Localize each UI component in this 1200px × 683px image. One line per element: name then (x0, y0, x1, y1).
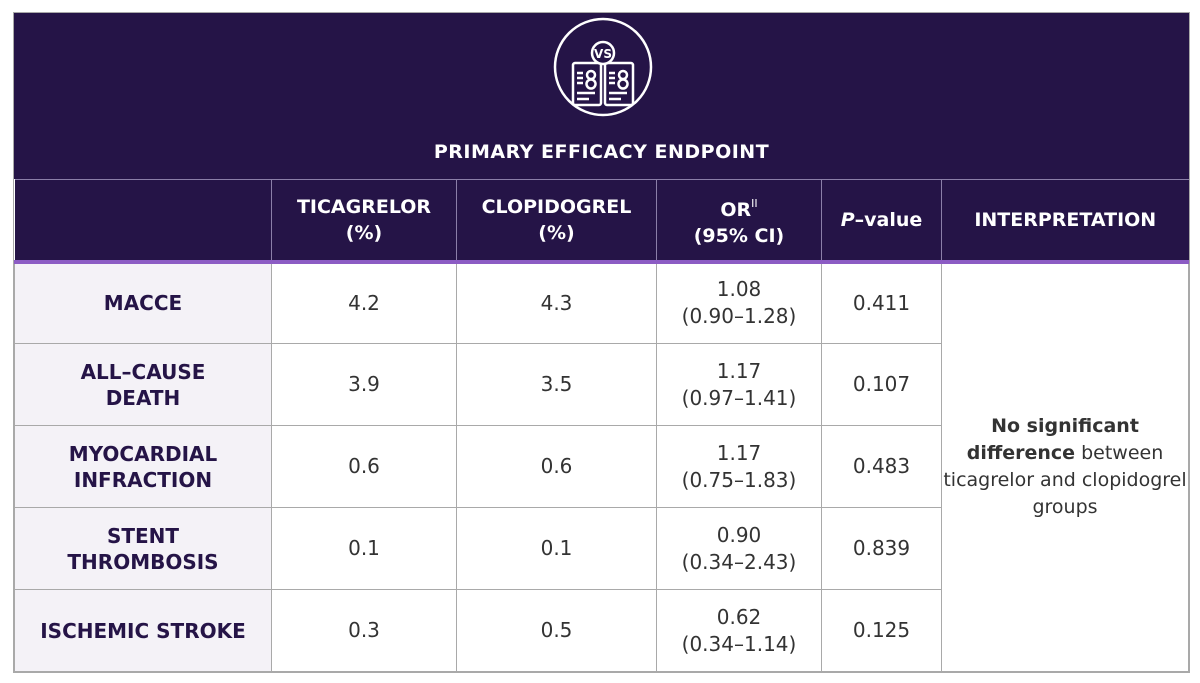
versus-documents-icon: VS (553, 17, 653, 117)
endpoint-label: ISCHEMIC STROKE (14, 589, 272, 672)
efficacy-table: TICAGRELOR (%) CLOPIDOGREL (%) ORII (95% CI… (14, 179, 1189, 672)
clopidogrel-value: 4.3 (456, 261, 657, 344)
table-title: PRIMARY EFFICACY ENDPOINT (433, 141, 770, 163)
clopidogrel-value: 0.5 (456, 589, 657, 672)
ticagrelor-value: 4.2 (271, 261, 457, 344)
header-pvalue: P–value (821, 179, 942, 264)
endpoint-table-card: VS PRIMARY EFFICACY ENDPOINT TICAGRELOR(… (13, 12, 1190, 673)
header-row: TICAGRELOR (%) CLOPIDOGREL (%) ORII (95% CI… (14, 179, 1189, 264)
clopidogrel-value: 3.5 (456, 343, 657, 426)
p-value: 0.483 (821, 425, 942, 508)
endpoint-label: MYOCARDIAL INFRACTION (14, 425, 272, 508)
endpoint-label: MACCE (14, 261, 272, 344)
clopidogrel-value: 0.1 (456, 507, 657, 590)
table-row: MACCE 4.2 4.3 1.08 (0.90–1.28) 0.411 No si… (14, 261, 1189, 672)
p-value: 0.107 (821, 343, 942, 426)
clopidogrel-value: 0.6 (456, 425, 657, 508)
interpretation-cell: No significant difference between ticagr… (941, 261, 1189, 672)
header-or: ORII (95% CI) (656, 179, 822, 264)
odds-ratio: 0.90 (0.34–2.43) (656, 507, 822, 590)
title-banner: VS PRIMARY EFFICACY ENDPOINT (14, 13, 1189, 179)
ticagrelor-value: 0.3 (271, 589, 457, 672)
p-value: 0.411 (821, 261, 942, 344)
p-value: 0.839 (821, 507, 942, 590)
odds-ratio: 1.17 (0.75–1.83) (656, 425, 822, 508)
table-row: STENT THROMBOSIS 0.1 0.1 0.90 (0.34–2.43) … (14, 507, 1189, 590)
ticagrelor-value: 0.6 (271, 425, 457, 508)
table-row: ISCHEMIC STROKE 0.3 0.5 0.62 (0.34–1.14) … (14, 589, 1189, 672)
table-row: MYOCARDIAL INFRACTION 0.6 0.6 1.17 (0.75–1… (14, 425, 1189, 508)
p-value: 0.125 (821, 589, 942, 672)
header-ticagrelor: TICAGRELOR (%) (271, 179, 457, 264)
table-row: ALL–CAUSE DEATH 3.9 3.5 1.17 (0.97–1.41) 0… (14, 343, 1189, 426)
odds-ratio: 1.08 (0.90–1.28) (656, 261, 822, 344)
endpoint-label: ALL–CAUSE DEATH (14, 343, 272, 426)
svg-text:VS: VS (594, 47, 612, 61)
header-endpoint (14, 179, 272, 264)
endpoint-label: STENT THROMBOSIS (14, 507, 272, 590)
odds-ratio: 0.62 (0.34–1.14) (656, 589, 822, 672)
ticagrelor-value: 3.9 (271, 343, 457, 426)
odds-ratio: 1.17 (0.97–1.41) (656, 343, 822, 426)
ticagrelor-value: 0.1 (271, 507, 457, 590)
header-interpretation: INTERPRETATION (941, 179, 1189, 264)
header-clopidogrel: CLOPIDOGREL (%) (456, 179, 657, 264)
